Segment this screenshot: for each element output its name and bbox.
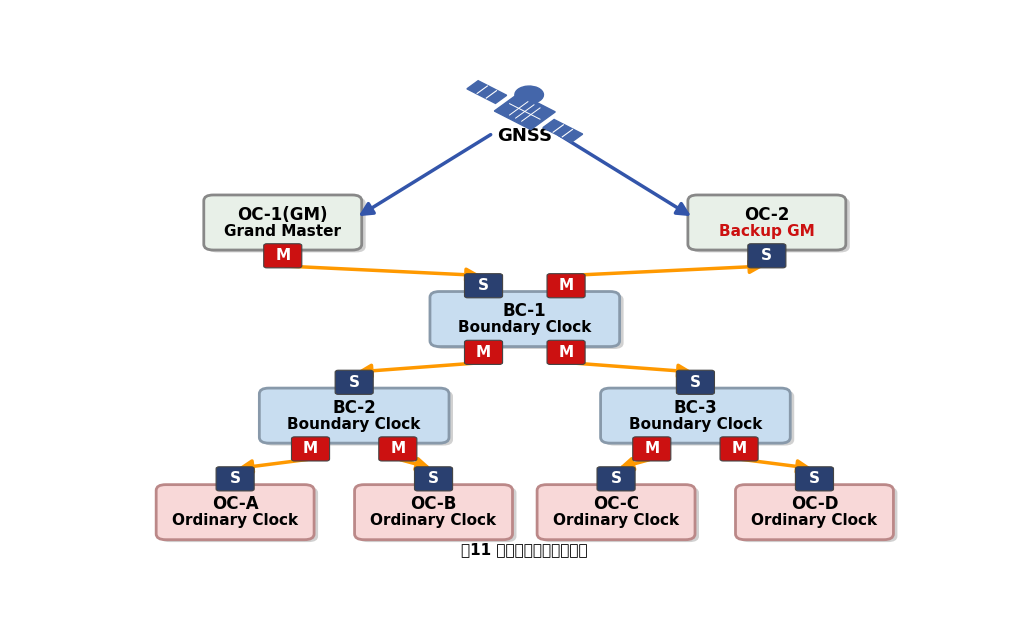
FancyBboxPatch shape [430,292,620,347]
Text: Ordinary Clock: Ordinary Clock [371,514,497,529]
Text: BC-2: BC-2 [333,399,376,417]
FancyBboxPatch shape [541,487,699,542]
Text: OC-B: OC-B [411,495,457,514]
FancyBboxPatch shape [495,93,555,130]
Text: M: M [275,248,291,263]
Text: Ordinary Clock: Ordinary Clock [172,514,298,529]
FancyBboxPatch shape [538,485,695,540]
Text: 図11 時刻同期維持の構成例: 図11 時刻同期維持の構成例 [462,542,588,557]
FancyBboxPatch shape [735,485,893,540]
Text: Ordinary Clock: Ordinary Clock [752,514,878,529]
Text: OC-D: OC-D [791,495,839,514]
Text: S: S [610,472,622,487]
FancyBboxPatch shape [259,388,449,443]
FancyBboxPatch shape [160,487,318,542]
FancyBboxPatch shape [633,437,671,461]
Text: S: S [690,375,700,390]
FancyBboxPatch shape [688,195,846,250]
Text: BC-1: BC-1 [503,302,547,320]
Text: S: S [428,472,439,487]
Text: M: M [558,278,573,293]
Text: GNSS: GNSS [498,127,552,145]
FancyBboxPatch shape [597,466,635,491]
Text: Grand Master: Grand Master [224,224,341,239]
FancyBboxPatch shape [720,437,758,461]
Text: M: M [303,441,318,456]
FancyBboxPatch shape [157,485,314,540]
Text: Backup GM: Backup GM [719,224,815,239]
Circle shape [515,86,544,103]
Text: BC-3: BC-3 [674,399,717,417]
Text: S: S [349,375,359,390]
FancyBboxPatch shape [601,388,791,443]
FancyBboxPatch shape [739,487,897,542]
FancyBboxPatch shape [415,466,453,491]
FancyBboxPatch shape [547,273,585,298]
Text: M: M [558,345,573,360]
FancyBboxPatch shape [292,437,330,461]
FancyBboxPatch shape [434,294,624,349]
Text: S: S [809,472,820,487]
FancyBboxPatch shape [263,391,453,446]
Text: M: M [390,441,406,456]
FancyBboxPatch shape [379,437,417,461]
FancyBboxPatch shape [465,340,503,364]
Text: Ordinary Clock: Ordinary Clock [553,514,679,529]
FancyBboxPatch shape [543,120,583,142]
FancyBboxPatch shape [677,370,715,394]
FancyBboxPatch shape [264,244,302,268]
FancyBboxPatch shape [467,81,507,103]
Text: M: M [644,441,659,456]
Text: S: S [762,248,772,263]
Text: OC-2: OC-2 [744,206,790,224]
Text: S: S [229,472,241,487]
FancyBboxPatch shape [692,198,850,253]
Text: Boundary Clock: Boundary Clock [458,320,592,335]
Text: Boundary Clock: Boundary Clock [288,417,421,432]
Text: M: M [731,441,746,456]
FancyBboxPatch shape [358,487,516,542]
Text: OC-C: OC-C [593,495,639,514]
FancyBboxPatch shape [204,195,361,250]
FancyBboxPatch shape [465,273,503,298]
FancyBboxPatch shape [208,198,366,253]
FancyBboxPatch shape [335,370,373,394]
Text: S: S [478,278,489,293]
FancyBboxPatch shape [748,244,785,268]
FancyBboxPatch shape [216,466,254,491]
Text: Boundary Clock: Boundary Clock [629,417,762,432]
Text: OC-1(GM): OC-1(GM) [238,206,328,224]
FancyBboxPatch shape [354,485,512,540]
FancyBboxPatch shape [547,340,585,364]
Text: M: M [476,345,492,360]
FancyBboxPatch shape [796,466,834,491]
Text: OC-A: OC-A [212,495,258,514]
FancyBboxPatch shape [604,391,795,446]
